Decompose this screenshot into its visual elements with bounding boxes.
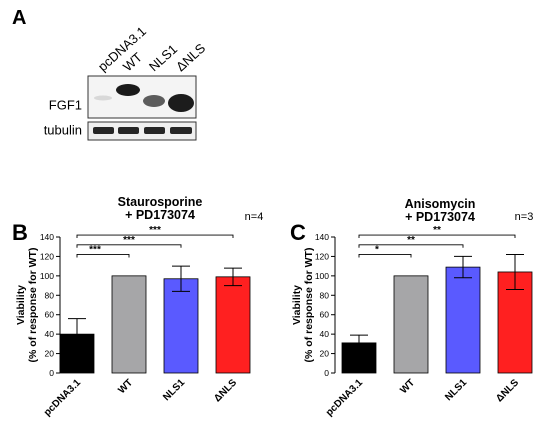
chart-b-ylabel-line-2: (% of response for WT): [27, 248, 39, 363]
lane-label-nls1: NLS1: [146, 41, 180, 74]
chart-c-sig-label-1: *: [375, 244, 379, 255]
chart-b-xtick-label-pcdna3-1: pcDNA3.1: [42, 377, 83, 418]
chart-b-ytick-label-120: 120: [40, 251, 54, 261]
chart-c-letter: C: [290, 220, 306, 245]
fgf1-band-wt: [116, 84, 140, 96]
chart-c-sig-bracket-2: [358, 244, 464, 248]
chart-panel-c: C Anisomycin+ PD173074 n=3 Viability (% of r…: [290, 197, 533, 419]
chart-b-sig-label-1: ***: [89, 244, 101, 255]
chart-c-bar-wt: [393, 275, 429, 374]
chart-b-sig-label-2: ***: [123, 235, 135, 246]
chart-c-ytick-label-20: 20: [320, 349, 330, 359]
chart-c-xtick-label-wt: WT: [398, 377, 417, 396]
chart-b-xtick-label-nls1: NLS1: [161, 377, 187, 403]
chart-b-n-label: n=4: [245, 211, 264, 223]
lane-label-dnls: ΔNLS: [173, 40, 209, 74]
chart-b-sig-label-3: ***: [149, 225, 161, 236]
tubulin-band-wt: [118, 127, 139, 134]
chart-b-ytick-label-80: 80: [45, 290, 55, 300]
chart-c-ytick-label-0: 0: [324, 368, 329, 378]
chart-c-ytick-label-120: 120: [315, 251, 329, 261]
chart-b-sig-bracket-1: [76, 254, 130, 258]
chart-c-n-label: n=3: [515, 211, 534, 223]
chart-b-ylabel-line-1: Viability: [15, 285, 27, 325]
chart-c-title-line-1: Anisomycin: [405, 197, 476, 211]
blot-label-tubulin: tubulin: [44, 122, 82, 137]
chart-b-xtick-label-wt: WT: [116, 377, 135, 396]
chart-b-ytick-label-140: 140: [40, 232, 54, 242]
chart-c-ytick-label-80: 80: [320, 290, 330, 300]
chart-b-title-line-2: + PD173074: [125, 208, 195, 222]
chart-c-title-line-2: + PD173074: [405, 210, 475, 224]
chart-c-ytick-label-100: 100: [315, 271, 329, 281]
chart-c-sig-bracket-3: [358, 234, 516, 239]
chart-c-sig-label-3: **: [433, 225, 441, 236]
chart-c-sig-bracket-1: [358, 254, 412, 258]
chart-c-ylabel-line-1: Viability: [291, 285, 303, 325]
chart-b-xtick-label-dnls: ΔNLS: [212, 377, 239, 404]
chart-c-ytick-label-40: 40: [320, 329, 330, 339]
chart-c-xtick-label-pcdna3-1: pcDNA3.1: [324, 377, 365, 418]
chart-b-ytick-label-60: 60: [45, 310, 55, 320]
chart-b-title-line-1: Staurosporine: [118, 195, 203, 209]
chart-b-ytick-label-100: 100: [40, 271, 54, 281]
blot-label-fgf1: FGF1: [49, 97, 82, 112]
chart-b-sig-bracket-3: [76, 234, 234, 239]
chart-c-ytick-label-60: 60: [320, 310, 330, 320]
fgf1-band-pcdna: [94, 95, 112, 101]
chart-b-ytick-label-40: 40: [45, 329, 55, 339]
chart-panel-b: B Staurosporine+ PD173074 n=4 Viability (% o…: [12, 195, 263, 419]
panel-letter-a: A: [12, 7, 26, 29]
chart-c-ytick-label-140: 140: [315, 232, 329, 242]
chart-c-ylabel-line-2: (% of response for WT): [303, 248, 315, 363]
chart-b-ytick-label-0: 0: [49, 368, 54, 378]
chart-b-bar-nls1: [163, 278, 199, 374]
tubulin-band-dnls: [170, 127, 192, 134]
fgf1-band-nls1: [143, 95, 165, 107]
chart-c-xtick-label-dnls: ΔNLS: [494, 377, 521, 404]
chart-c-bar-nls1: [445, 266, 481, 374]
chart-b-bar-dnls: [215, 276, 251, 374]
tubulin-band-pcdna: [93, 127, 114, 134]
chart-c-sig-label-2: **: [407, 235, 415, 246]
chart-c-xtick-label-nls1: NLS1: [443, 377, 469, 403]
chart-b-bar-wt: [111, 275, 147, 374]
chart-b-sig-bracket-2: [76, 244, 182, 248]
fgf1-band-dnls: [168, 94, 194, 112]
chart-b-letter: B: [12, 220, 28, 245]
tubulin-blot-frame: [87, 121, 197, 141]
chart-b-ytick-label-20: 20: [45, 349, 55, 359]
tubulin-band-nls1: [144, 127, 165, 134]
